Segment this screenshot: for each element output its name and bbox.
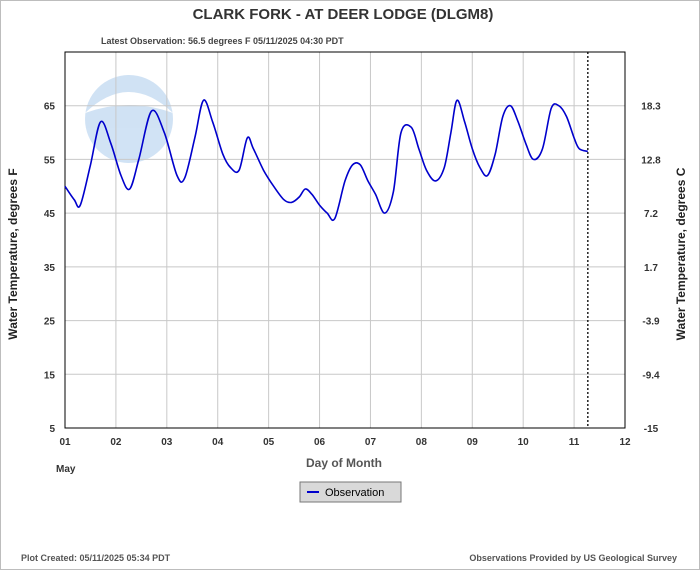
y2-tick-label: 12.8 <box>641 155 661 166</box>
x-tick-label: 12 <box>619 437 631 448</box>
x-tick-label: 04 <box>212 437 224 448</box>
x-tick-label: 11 <box>569 437 580 448</box>
y-tick-label: 5 <box>49 424 55 435</box>
legend-box <box>299 481 402 503</box>
y2-tick-label: -3.9 <box>642 317 660 328</box>
y-axis-label: Water Temperature, degrees F <box>6 168 20 339</box>
y2-tick-label: 7.2 <box>644 209 658 220</box>
y-tick-label: 45 <box>44 209 56 220</box>
y-tick-label: 35 <box>44 263 56 274</box>
y-tick-label: 65 <box>44 102 56 113</box>
plot-area <box>64 51 626 429</box>
y2-tick-label: -9.4 <box>642 370 660 381</box>
chart-title: CLARK FORK - AT DEER LODGE (DLGM8) <box>193 6 494 23</box>
x-tick-label: 10 <box>518 437 530 448</box>
x-tick-label: 07 <box>365 437 377 448</box>
x-tick-labels: 01 02 03 04 05 06 07 08 09 10 11 12 <box>59 437 631 448</box>
y2-tick-label: 1.7 <box>644 263 658 274</box>
x-axis-label: Day of Month <box>306 456 382 470</box>
x-axis-sublabel: May <box>56 464 76 475</box>
y2-tick-labels: -15 -9.4 -3.9 1.7 7.2 12.8 18.3 <box>641 102 661 435</box>
legend-label-observation: Observation <box>325 487 384 499</box>
x-tick-label: 08 <box>416 437 428 448</box>
noaa-logo: NOAA <box>85 75 173 163</box>
data-provider: Observations Provided by US Geological S… <box>469 553 677 563</box>
x-tick-label: 05 <box>263 437 275 448</box>
x-tick-label: 09 <box>467 437 479 448</box>
series-line-observation <box>64 99 589 222</box>
x-tick-label: 03 <box>161 437 173 448</box>
y-tick-label: 15 <box>44 370 56 381</box>
y2-axis-label: Water Temperature, degrees C <box>674 167 688 340</box>
x-tick-label: 01 <box>59 437 71 448</box>
y-tick-label: 25 <box>44 317 56 328</box>
legend: Observation <box>299 481 402 503</box>
plot-created: Plot Created: 05/11/2025 05:34 PDT <box>21 553 171 563</box>
x-tick-label: 02 <box>110 437 122 448</box>
x-tick-label: 06 <box>314 437 326 448</box>
latest-observation: Latest Observation: 56.5 degrees F 05/11… <box>101 36 344 46</box>
y2-tick-label: -15 <box>644 424 659 435</box>
noaa-logo-text: NOAA <box>110 93 149 108</box>
y-tick-labels: 5 15 25 35 45 55 65 <box>44 102 56 435</box>
y-tick-label: 55 <box>44 155 56 166</box>
y2-tick-label: 18.3 <box>641 102 661 113</box>
